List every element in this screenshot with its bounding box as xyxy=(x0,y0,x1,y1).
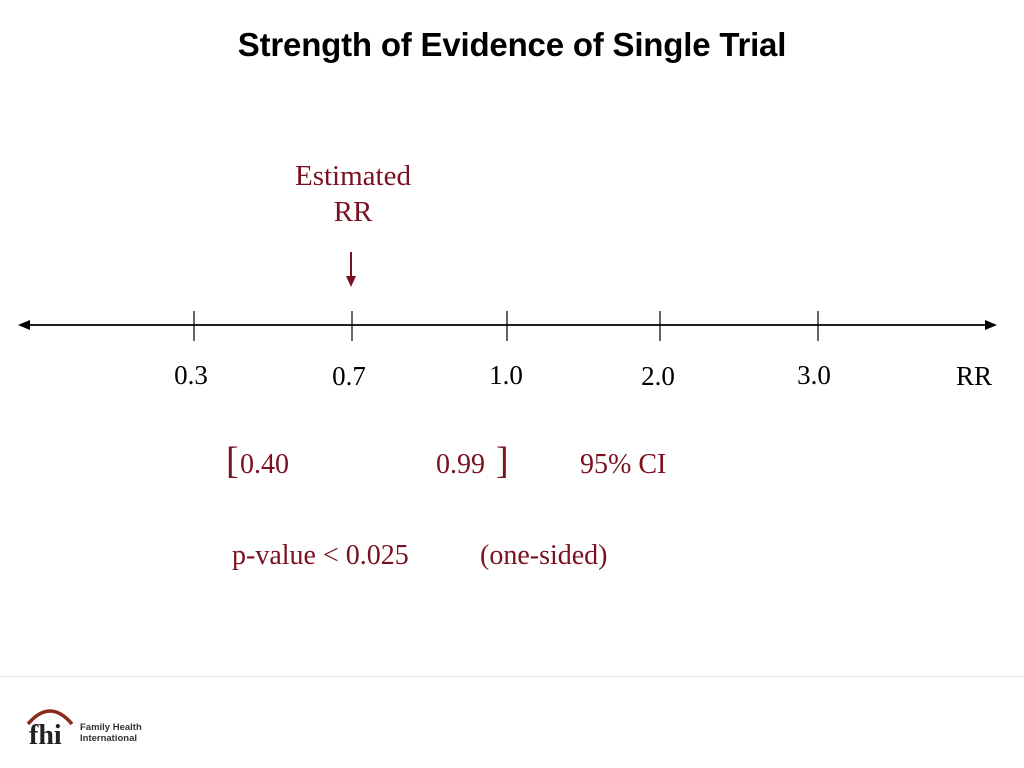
ci-left-bracket: [ xyxy=(226,440,239,482)
tick-label-0-3: 0.3 xyxy=(174,360,208,390)
ci-label: 95% CI xyxy=(580,449,667,480)
footer-divider xyxy=(0,676,1024,677)
axis-unit-label: RR xyxy=(956,361,993,391)
fhi-logo: fhi xyxy=(26,709,74,750)
logo-line1: Family Health xyxy=(80,722,142,733)
logo-mark: fhi xyxy=(29,720,62,750)
estimated-rr-line2: RR xyxy=(333,196,373,228)
ci-right-bracket: ] xyxy=(496,440,509,482)
logo-wordmark: Family Health International xyxy=(80,722,142,744)
logo-arc xyxy=(26,709,74,726)
ci-lower-value: 0.40 xyxy=(240,449,289,480)
tick-label-3-0: 3.0 xyxy=(797,360,831,390)
tick-label-1-0: 1.0 xyxy=(489,360,523,390)
axis-right-arrowhead xyxy=(985,320,997,330)
tick-label-0-7: 0.7 xyxy=(332,361,366,391)
logo-line2: International xyxy=(80,733,138,744)
ci-upper-value: 0.99 xyxy=(436,449,485,480)
p-value-text: p-value < 0.025 xyxy=(232,540,409,571)
p-value-note: (one-sided) xyxy=(480,540,608,571)
slide-title: Strength of Evidence of Single Trial xyxy=(237,26,787,63)
axis-left-arrowhead xyxy=(18,320,30,330)
tick-label-2-0: 2.0 xyxy=(641,361,675,391)
down-arrow-icon xyxy=(346,252,356,287)
estimated-rr-label: Estimated RR xyxy=(268,158,438,230)
estimated-rr-line1: Estimated xyxy=(295,160,411,192)
